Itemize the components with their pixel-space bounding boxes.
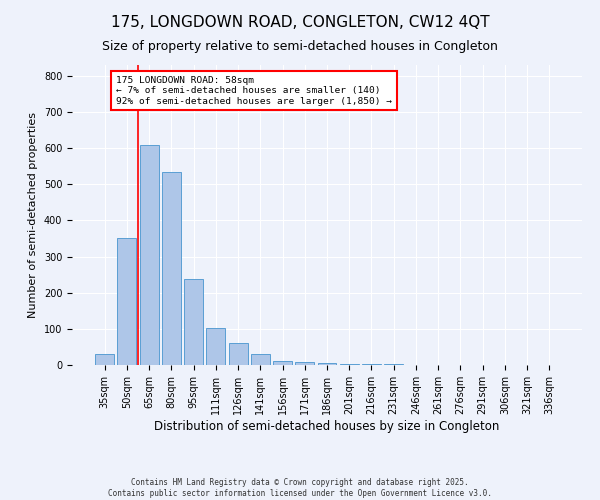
Bar [162, 172, 181, 365]
Bar [118, 238, 136, 365]
Bar [273, 362, 292, 365]
Bar [317, 363, 337, 365]
Bar [251, 354, 270, 365]
Bar [362, 364, 381, 365]
Bar [384, 364, 403, 365]
Bar [206, 328, 225, 365]
Text: Size of property relative to semi-detached houses in Congleton: Size of property relative to semi-detach… [102, 40, 498, 53]
Bar [95, 354, 114, 365]
Y-axis label: Number of semi-detached properties: Number of semi-detached properties [28, 112, 38, 318]
X-axis label: Distribution of semi-detached houses by size in Congleton: Distribution of semi-detached houses by … [154, 420, 500, 432]
Bar [295, 362, 314, 365]
Bar [229, 344, 248, 365]
Bar [340, 364, 359, 365]
Bar [184, 280, 203, 365]
Bar [140, 145, 158, 365]
Text: 175 LONGDOWN ROAD: 58sqm
← 7% of semi-detached houses are smaller (140)
92% of s: 175 LONGDOWN ROAD: 58sqm ← 7% of semi-de… [116, 76, 392, 106]
Text: Contains HM Land Registry data © Crown copyright and database right 2025.
Contai: Contains HM Land Registry data © Crown c… [108, 478, 492, 498]
Text: 175, LONGDOWN ROAD, CONGLETON, CW12 4QT: 175, LONGDOWN ROAD, CONGLETON, CW12 4QT [110, 15, 490, 30]
